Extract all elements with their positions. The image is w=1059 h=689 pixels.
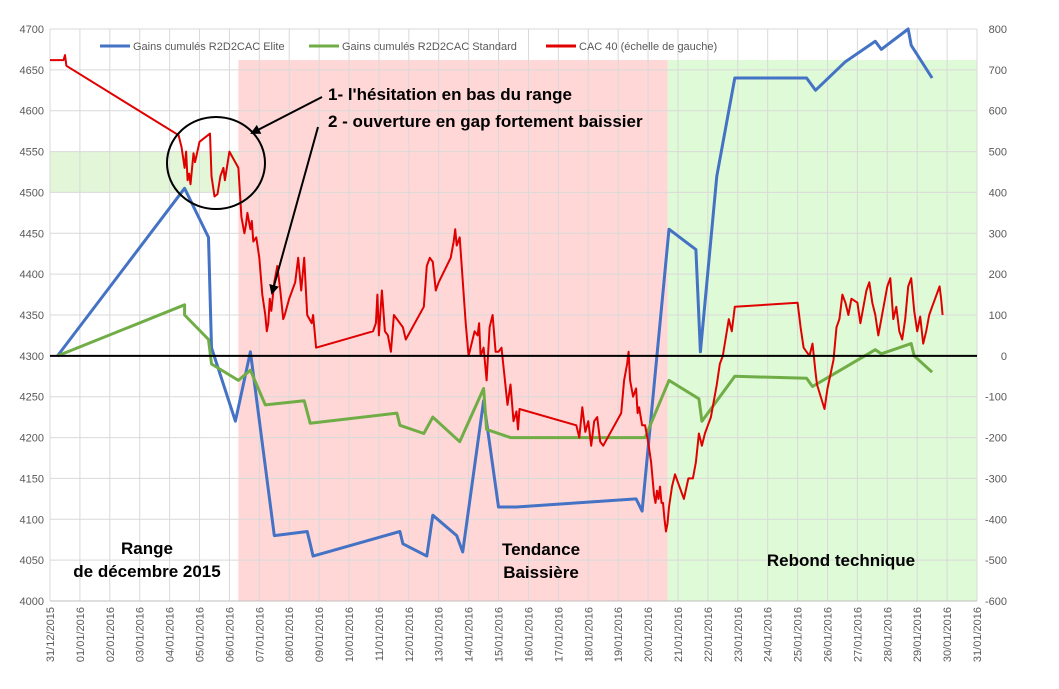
zone-label-range: Range xyxy=(121,539,173,558)
y-right-tick-label: 100 xyxy=(989,310,1007,322)
y-right-tick-label: 800 xyxy=(989,24,1007,36)
y-right-tick-label: 700 xyxy=(989,65,1007,77)
x-tick-label: 09/01/2016 xyxy=(314,607,326,662)
y-left-tick-label: 4400 xyxy=(20,269,44,281)
x-tick-label: 20/01/2016 xyxy=(643,607,655,662)
x-tick-label: 03/01/2016 xyxy=(135,607,147,662)
x-tick-label: 24/01/2016 xyxy=(763,607,775,662)
x-tick-label: 19/01/2016 xyxy=(613,607,625,662)
x-tick-label: 05/01/2016 xyxy=(195,607,207,662)
x-tick-label: 08/01/2016 xyxy=(284,607,296,662)
zone-baissiere xyxy=(238,60,668,601)
x-tick-label: 01/01/2016 xyxy=(75,607,87,662)
x-tick-label: 07/01/2016 xyxy=(254,607,266,662)
x-tick-label: 13/01/2016 xyxy=(434,607,446,662)
y-left-tick-label: 4650 xyxy=(20,65,44,77)
zone-labels-layer: Range de décembre 2015 Tendance Baissière Re… xyxy=(73,539,915,582)
legend-label-1: Gains cumulés R2D2CAC Standard xyxy=(342,41,517,53)
x-tick-label: 27/01/2016 xyxy=(852,607,864,662)
x-tick-label: 10/01/2016 xyxy=(344,607,356,662)
y-right-tick-label: 0 xyxy=(1001,351,1007,363)
y-left-tick-label: 4700 xyxy=(20,24,44,36)
x-tick-label: 25/01/2016 xyxy=(793,607,805,662)
x-tick-label: 12/01/2016 xyxy=(404,607,416,662)
y-right-tick-label: -600 xyxy=(985,596,1007,608)
x-tick-label: 31/01/2016 xyxy=(972,607,984,662)
y-left-tick-label: 4050 xyxy=(20,555,44,567)
y-left-tick-label: 4200 xyxy=(20,433,44,445)
annotation-1: 1- l'hésitation en bas du range xyxy=(328,85,572,104)
x-tick-label: 29/01/2016 xyxy=(912,607,924,662)
y-right-tick-label: -500 xyxy=(985,555,1007,567)
x-tick-label: 06/01/2016 xyxy=(224,607,236,662)
y-left-tick-label: 4300 xyxy=(20,351,44,363)
x-tick-label: 02/01/2016 xyxy=(105,607,117,662)
annotation-2: 2 - ouverture en gap fortement baissier xyxy=(328,112,643,131)
zone-label-baissiere: Tendance xyxy=(502,540,580,559)
series-line-2 xyxy=(50,54,944,533)
x-tick-label: 11/01/2016 xyxy=(374,607,386,661)
x-tick-label: 15/01/2016 xyxy=(494,607,506,662)
x-tick-label: 18/01/2016 xyxy=(583,607,595,662)
x-tick-label: 22/01/2016 xyxy=(703,607,715,662)
zone-label-rebond: Rebond technique xyxy=(767,551,915,570)
zones-layer xyxy=(50,60,977,601)
y-left-tick-label: 4450 xyxy=(20,228,44,240)
y-right-tick-label: 200 xyxy=(989,269,1007,281)
y-left-tick-label: 4250 xyxy=(20,392,44,404)
x-tick-label: 14/01/2016 xyxy=(464,607,476,662)
y-left-tick-label: 4000 xyxy=(20,596,44,608)
x-tick-label: 21/01/2016 xyxy=(673,607,685,662)
x-tick-label: 26/01/2016 xyxy=(822,607,834,662)
y-left-tick-label: 4350 xyxy=(20,310,44,322)
x-tick-label: 31/12/2015 xyxy=(45,607,57,662)
legend: Gains cumulés R2D2CAC Elite Gains cumulés… xyxy=(100,41,717,53)
y-right-tick-label: 600 xyxy=(989,106,1007,118)
legend-label-0: Gains cumulés R2D2CAC Elite xyxy=(133,41,285,53)
y-right-tick-label: 400 xyxy=(989,187,1007,199)
grid-layer xyxy=(49,28,978,602)
y-right-tick-label: -400 xyxy=(985,514,1007,526)
x-tick-label: 28/01/2016 xyxy=(882,607,894,662)
y-left-tick-label: 4150 xyxy=(20,473,44,485)
zone-label-baissiere: Baissière xyxy=(503,563,579,582)
y-left-tick-label: 4550 xyxy=(20,147,44,159)
axes-layer: 4000405041004150420042504300435044004450… xyxy=(20,24,1007,662)
y-left-tick-label: 4500 xyxy=(20,187,44,199)
annotation-arrow-2 xyxy=(269,126,319,295)
series-layer xyxy=(50,27,977,558)
x-tick-label: 23/01/2016 xyxy=(733,607,745,662)
hesitation-circle xyxy=(166,116,266,210)
x-tick-label: 17/01/2016 xyxy=(553,607,565,662)
y-left-tick-label: 4100 xyxy=(20,514,44,526)
zone-range xyxy=(50,151,239,193)
legend-label-2: CAC 40 (échelle de gauche) xyxy=(579,41,717,53)
x-tick-label: 04/01/2016 xyxy=(165,607,177,662)
series-line-1 xyxy=(56,303,934,444)
y-left-tick-label: 4600 xyxy=(20,106,44,118)
y-right-tick-label: 300 xyxy=(989,228,1007,240)
series-line-0 xyxy=(56,27,934,558)
zone-rebond xyxy=(667,60,977,601)
x-tick-label: 30/01/2016 xyxy=(942,607,954,662)
y-right-tick-label: 500 xyxy=(989,147,1007,159)
annotation-arrow-1 xyxy=(250,96,323,134)
x-tick-label: 16/01/2016 xyxy=(523,607,535,662)
y-right-tick-label: -200 xyxy=(985,433,1007,445)
y-right-tick-label: -300 xyxy=(985,473,1007,485)
zone-label-range: de décembre 2015 xyxy=(73,562,220,581)
y-right-tick-label: -100 xyxy=(985,392,1007,404)
